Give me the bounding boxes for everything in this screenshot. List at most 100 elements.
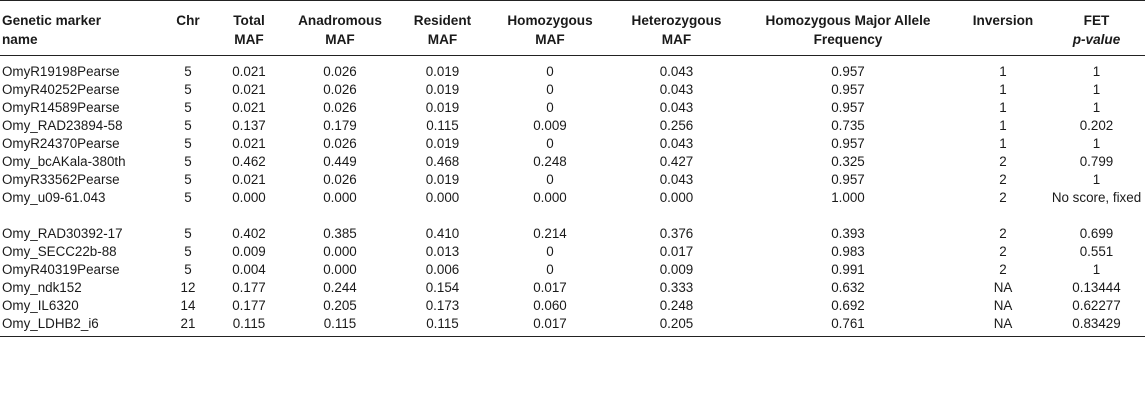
table-row: Omy_RAD23894-58 5 0.137 0.179 0.115 0.009 0.25… — [0, 117, 1145, 135]
header-inversion: Inversion — [958, 0, 1048, 56]
cell-total-maf: 0.021 — [232, 172, 266, 187]
cell-homozygous-maf: 0.017 — [485, 315, 615, 337]
cell-anadromous-maf: 0.026 — [323, 136, 357, 151]
header-fet-p-value: FET p-value — [1048, 0, 1145, 56]
header-anadromous-maf: Anadromous MAF — [280, 0, 400, 56]
cell-total-maf: 0.004 — [232, 262, 266, 277]
cell-heterozygous-maf: 0.333 — [659, 280, 694, 295]
cell-total-maf: 0.021 — [232, 64, 266, 79]
cell-inversion: 1 — [999, 118, 1007, 133]
cell-fet-p-value: 1 — [1092, 172, 1101, 187]
cell-total-maf: 0.009 — [232, 244, 266, 259]
cell-resident-maf: 0.154 — [425, 280, 460, 295]
cell-total-maf: 0.000 — [232, 190, 266, 205]
cell-resident-maf: 0.410 — [425, 226, 460, 241]
cell-heterozygous-maf: 0.427 — [659, 154, 694, 169]
cell-resident-maf: 0.013 — [425, 244, 460, 259]
cell-fet-p-value: No score, fixed — [1051, 190, 1142, 205]
cell-marker-name: OmyR19198Pearse — [2, 64, 120, 79]
cell-fet-p-value: 1 — [1092, 136, 1101, 151]
cell-total-maf: 0.462 — [232, 154, 266, 169]
cell-inversion: 2 — [999, 172, 1007, 187]
cell-anadromous-maf: 0.205 — [323, 298, 357, 313]
cell-marker-name: Omy_RAD23894-58 — [2, 118, 123, 133]
cell-fet-p-value: 0.83429 — [1048, 315, 1145, 337]
cell-total-maf: 0.137 — [232, 118, 266, 133]
cell-marker-name: Omy_LDHB2_i6 — [0, 315, 158, 337]
cell-major-allele-frequency: 0.692 — [831, 298, 865, 313]
cell-resident-maf: 0.019 — [425, 82, 460, 97]
cell-heterozygous-maf: 0.248 — [659, 298, 694, 313]
table-row: Omy_LDHB2_i6 21 0.115 0.115 0.115 0.017 0.205 0… — [0, 315, 1145, 337]
cell-resident-maf: 0.115 — [426, 118, 459, 133]
cell-chr: 5 — [184, 100, 192, 115]
cell-resident-maf: 0.006 — [425, 262, 460, 277]
cell-chr: 5 — [184, 172, 192, 187]
cell-marker-name: Omy_IL6320 — [2, 298, 79, 313]
cell-homozygous-maf: 0 — [546, 64, 554, 79]
cell-fet-p-value: 1 — [1092, 262, 1101, 277]
cell-inversion: 2 — [999, 244, 1007, 259]
cell-marker-name: OmyR24370Pearse — [2, 136, 120, 151]
cell-major-allele-frequency: 0.393 — [831, 226, 865, 241]
cell-chr: 21 — [158, 315, 218, 337]
cell-total-maf: 0.021 — [232, 136, 266, 151]
table-row: OmyR33562Pearse 5 0.021 0.026 0.019 0 0.043 0.9… — [0, 171, 1145, 189]
cell-anadromous-maf: 0.385 — [323, 226, 357, 241]
cell-anadromous-maf: 0.000 — [323, 244, 357, 259]
header-major-allele-frequency: Homozygous Major Allele Frequency — [738, 0, 958, 56]
cell-homozygous-maf: 0 — [546, 82, 554, 97]
cell-homozygous-maf: 0.248 — [533, 154, 567, 169]
header-homozygous-maf: Homozygous MAF — [485, 0, 615, 56]
cell-inversion: NA — [958, 315, 1048, 337]
marker-frequency-table: Genetic marker name Chr Total MAF Anadromo… — [0, 0, 1145, 337]
cell-total-maf: 0.177 — [232, 280, 266, 295]
cell-anadromous-maf: 0.449 — [323, 154, 357, 169]
table-body: OmyR19198Pearse 5 0.021 0.026 0.019 0 0.043 0.9… — [0, 56, 1145, 337]
cell-major-allele-frequency: 0.957 — [831, 172, 865, 187]
cell-fet-p-value: 1 — [1092, 64, 1101, 79]
cell-fet-p-value: 0.699 — [1079, 226, 1114, 241]
cell-heterozygous-maf: 0.043 — [659, 64, 694, 79]
cell-fet-p-value: 0.202 — [1079, 118, 1114, 133]
cell-total-maf: 0.021 — [232, 100, 266, 115]
cell-resident-maf: 0.468 — [425, 154, 460, 169]
cell-resident-maf: 0.019 — [425, 136, 460, 151]
cell-marker-name: Omy_bcAKala-380th — [2, 154, 126, 169]
cell-major-allele-frequency: 0.632 — [831, 280, 865, 295]
cell-anadromous-maf: 0.026 — [323, 82, 357, 97]
cell-homozygous-maf: 0.000 — [533, 190, 567, 205]
cell-major-allele-frequency: 0.957 — [831, 136, 865, 151]
cell-inversion: 2 — [999, 190, 1007, 205]
header-resident-maf: Resident MAF — [400, 0, 485, 56]
table-row: Omy_bcAKala-380th 5 0.462 0.449 0.468 0.248 0.… — [0, 153, 1145, 171]
cell-homozygous-maf: 0 — [546, 244, 554, 259]
cell-marker-name: Omy_SECC22b-88 — [2, 244, 117, 259]
cell-resident-maf: 0.000 — [425, 190, 460, 205]
cell-major-allele-frequency: 0.957 — [831, 64, 865, 79]
cell-major-allele-frequency: 0.991 — [831, 262, 865, 277]
cell-major-allele-frequency: 0.957 — [831, 100, 865, 115]
cell-homozygous-maf: 0 — [546, 136, 554, 151]
header-total-maf: Total MAF — [218, 0, 280, 56]
cell-inversion: 1 — [999, 64, 1007, 79]
cell-total-maf: 0.177 — [232, 298, 266, 313]
table-row: OmyR19198Pearse 5 0.021 0.026 0.019 0 0.043 0.9… — [0, 56, 1145, 82]
cell-fet-p-value: 0.13444 — [1072, 280, 1121, 295]
cell-homozygous-maf: 0.060 — [533, 298, 567, 313]
cell-chr: 12 — [180, 280, 196, 295]
cell-homozygous-maf: 0 — [546, 172, 554, 187]
cell-marker-name: Omy_RAD30392-17 — [2, 226, 123, 241]
header-marker-name: Genetic marker name — [0, 0, 158, 56]
cell-chr: 5 — [184, 190, 192, 205]
cell-homozygous-maf: 0.017 — [533, 280, 567, 295]
cell-chr: 5 — [184, 82, 192, 97]
cell-marker-name: OmyR40252Pearse — [2, 82, 120, 97]
cell-total-maf: 0.021 — [232, 82, 266, 97]
table-row: Omy_IL6320 14 0.177 0.205 0.173 0.060 0.248 0.6… — [0, 297, 1145, 315]
cell-chr: 5 — [184, 244, 192, 259]
cell-heterozygous-maf: 0.043 — [659, 82, 694, 97]
cell-inversion: NA — [993, 280, 1013, 295]
cell-resident-maf: 0.115 — [400, 315, 485, 337]
table-row: Omy_RAD30392-17 5 0.402 0.385 0.410 0.214 0.37… — [0, 225, 1145, 243]
